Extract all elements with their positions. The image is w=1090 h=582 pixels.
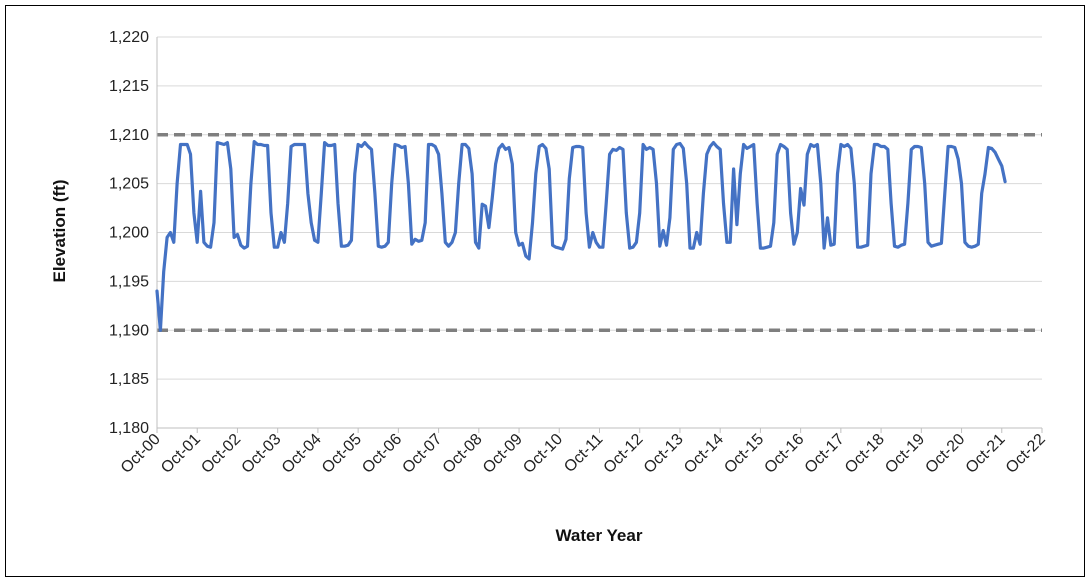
x-tick-label: Oct-06	[359, 431, 405, 477]
x-tick-label: Oct-10	[520, 431, 566, 477]
x-tick-label: Oct-22	[1003, 431, 1049, 477]
y-tick-label: 1,220	[109, 29, 149, 46]
x-tick-label: Oct-05	[319, 431, 365, 477]
y-tick-label: 1,180	[109, 420, 149, 437]
x-tick-label: Oct-07	[399, 431, 445, 477]
x-tick-label: Oct-03	[239, 431, 285, 477]
x-tick-label: Oct-09	[480, 431, 526, 477]
y-tick-label: 1,200	[109, 225, 149, 242]
series-line-elevation	[155, 140, 1007, 332]
gridlines	[157, 36, 1042, 429]
y-axis-title: Elevation (ft)	[50, 180, 69, 283]
x-tick-label: Oct-00	[118, 431, 164, 477]
y-tick-labels: 1,180 1,185 1,190 1,195 1,200 1,205 1,210 1,215…	[109, 29, 149, 437]
x-tick-label: Oct-16	[761, 431, 807, 477]
x-axis-title: Water Year	[556, 526, 643, 545]
x-tick-label: Oct-02	[198, 431, 244, 477]
series-group	[155, 140, 1007, 332]
y-tick-label: 1,185	[109, 371, 149, 388]
x-tick-label: Oct-19	[882, 431, 928, 477]
x-tick-labels: Oct-00Oct-01Oct-02Oct-03Oct-04Oct-05Oct-…	[118, 428, 1049, 477]
x-tick-label: Oct-20	[922, 431, 968, 477]
x-tick-label: Oct-01	[158, 431, 204, 477]
y-tick-label: 1,215	[109, 78, 149, 95]
y-tick-label: 1,190	[109, 322, 149, 339]
y-tick-label: 1,195	[109, 273, 149, 290]
x-tick-label: Oct-17	[802, 431, 848, 477]
x-tick-label: Oct-18	[842, 431, 888, 477]
y-tick-label: 1,205	[109, 176, 149, 193]
x-tick-label: Oct-13	[641, 431, 687, 477]
reference-lines	[157, 133, 1042, 332]
x-tick-label: Oct-15	[721, 431, 767, 477]
x-tick-label: Oct-21	[963, 431, 1009, 477]
x-tick-label: Oct-14	[681, 431, 727, 477]
x-tick-label: Oct-12	[601, 431, 647, 477]
chart-frame	[5, 5, 1085, 577]
x-tick-label: Oct-11	[561, 431, 606, 476]
y-tick-label: 1,210	[109, 127, 149, 144]
x-tick-label: Oct-08	[440, 431, 486, 477]
x-tick-label: Oct-04	[279, 431, 325, 477]
